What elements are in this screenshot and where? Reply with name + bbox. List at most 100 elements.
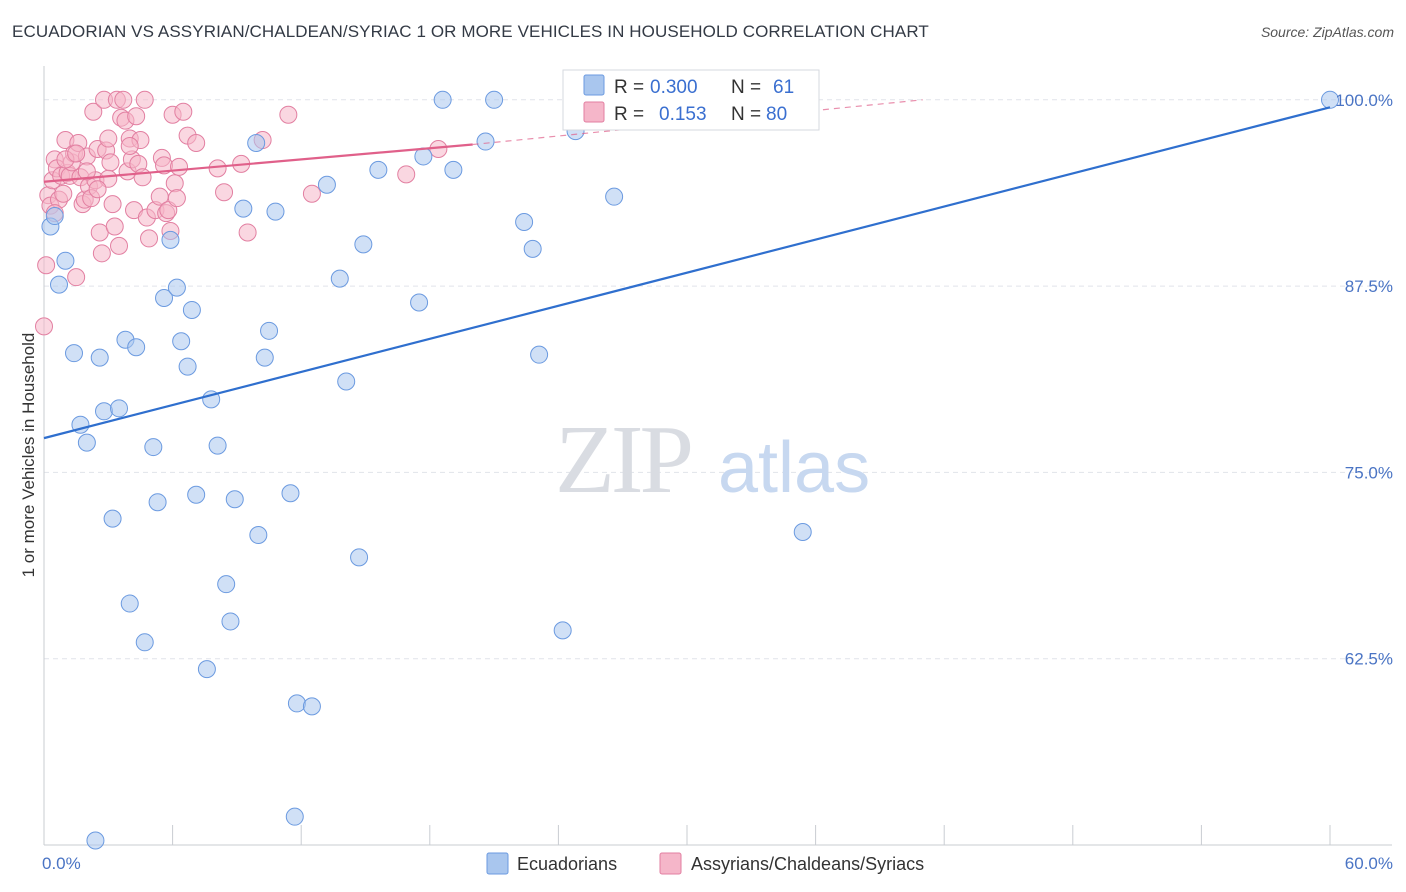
ecuadorians-point-30	[234, 199, 253, 218]
ecuadorians-point-42	[337, 372, 356, 391]
legend-r-value-1: 0.300	[650, 77, 698, 98]
stats-legend-box	[562, 69, 820, 131]
ecuadorians-point-22	[182, 300, 201, 319]
chart-source: Source: ZipAtlas.com	[1260, 24, 1394, 40]
legend-n-label-1: N =	[731, 77, 761, 98]
ecuadorians-point-26	[208, 436, 227, 455]
ecuadorians-point-3	[56, 251, 75, 270]
watermark-atlas: atlas	[718, 428, 870, 508]
x-tick-labels: 0.0% 60.0%	[42, 854, 1393, 873]
ecuadorians-point-39	[302, 697, 321, 716]
ecuadorians-point-60	[86, 831, 105, 850]
stats-legend: R = 0.300 N = 61 R = 0.153 N = 80	[562, 69, 820, 131]
ecuadorians-point-8	[95, 402, 114, 421]
ecuadorians-point-23	[187, 485, 206, 504]
assyrians-point-30	[99, 129, 118, 148]
assyrians-point-71	[397, 165, 416, 184]
assyrians-point-46	[133, 168, 152, 187]
gridlines	[44, 99, 1392, 660]
y-axis-label: 1 or more Vehicles in Household	[19, 333, 38, 578]
y-tick-label-3: 100.0%	[1335, 91, 1393, 110]
assyrians-point-33	[105, 217, 124, 236]
ecuadorians-point-40	[317, 175, 336, 194]
ecuadorians-point-14	[135, 633, 154, 652]
trend-line-ecuadorians	[43, 106, 1331, 440]
ecuadorians-point-6	[77, 433, 96, 452]
assyrians-point-60	[170, 157, 189, 176]
ecuadorians-point-53	[523, 239, 542, 258]
assyrians-point-59	[167, 189, 186, 208]
ecuadorians-point-10	[110, 399, 129, 418]
legend-r-value-2: 0.153	[659, 104, 707, 125]
ecuadorians-point-1	[45, 207, 64, 226]
ecuadorians-point-44	[354, 235, 373, 254]
assyrians-point-69	[279, 105, 298, 124]
assyrians-point-63	[187, 134, 206, 153]
assyrians-point-58	[165, 174, 184, 193]
y-tick-label-0: 62.5%	[1345, 650, 1393, 669]
legend-r-label-2: R =	[614, 104, 644, 125]
ecuadorians-point-18	[161, 230, 180, 249]
ecuadorians-point-19	[167, 278, 186, 297]
assyrians-point-67	[238, 223, 257, 242]
assyrians-point-65	[215, 183, 234, 202]
ecuadorians-point-27	[217, 575, 236, 594]
ecuadorians-point-35	[266, 202, 285, 221]
watermark-zip: ZIP	[555, 406, 690, 514]
legend-r-label-1: R =	[614, 77, 644, 98]
bottom-legend-label-ecuadorians: Ecuadorians	[517, 854, 617, 874]
watermark: ZIP atlas	[555, 406, 870, 514]
ecuadorians-point-12	[120, 594, 139, 613]
assyrians-point-70	[302, 184, 321, 203]
ecuadorians-point-20	[172, 332, 191, 351]
legend-n-value-1: 61	[773, 77, 794, 98]
x-tick-label-0: 0.0%	[42, 854, 81, 873]
ecuadorians-point-13	[127, 338, 146, 357]
legend-swatch-pink	[583, 101, 605, 123]
assyrians-point-47	[135, 90, 154, 109]
bottom-legend-swatch-assyrians	[659, 852, 682, 875]
ecuadorians-point-51	[485, 90, 504, 109]
ecuadorians-point-16	[148, 493, 167, 512]
y-tick-labels: 62.5% 75.0% 87.5% 100.0%	[1335, 91, 1393, 669]
assyrians-point-31	[101, 153, 120, 172]
ecuadorians-point-43	[350, 548, 369, 567]
ecuadorians-point-34	[260, 321, 279, 340]
bottom-legend-swatch-ecuadorians	[486, 852, 509, 875]
ecuadorians-point-41	[330, 269, 349, 288]
legend-n-label-2: N =	[731, 104, 761, 125]
ecuadorians-point-24	[197, 660, 216, 679]
ecuadorians-point-48	[433, 90, 452, 109]
ecuadorians-point-50	[476, 132, 495, 151]
series-ecuadorians-points	[41, 90, 1339, 850]
x-tick-label-1: 60.0%	[1345, 854, 1393, 873]
ecuadorians-point-7	[90, 348, 109, 367]
y-tick-label-1: 75.0%	[1345, 463, 1393, 482]
ecuadorians-point-54	[530, 345, 549, 364]
ecuadorians-point-15	[144, 438, 163, 457]
ecuadorians-point-46	[410, 293, 429, 312]
assyrians-point-35	[110, 236, 129, 255]
assyrians-point-23	[84, 102, 103, 121]
ecuadorians-point-49	[444, 160, 463, 179]
trend-line-assyrians-extension	[472, 99, 923, 146]
ecuadorians-point-45	[369, 160, 388, 179]
ecuadorians-point-28	[221, 612, 240, 631]
assyrians-point-0	[35, 317, 53, 336]
chart-title: ECUADORIAN VS ASSYRIAN/CHALDEAN/SYRIAC 1…	[12, 22, 929, 41]
ecuadorians-point-4	[65, 344, 84, 363]
trend-lines	[43, 99, 1331, 440]
assyrians-point-43	[127, 107, 146, 126]
trend-line-assyrians	[43, 143, 473, 183]
assyrians-point-49	[140, 229, 159, 248]
assyrians-point-64	[208, 159, 227, 178]
assyrians-point-76	[120, 137, 139, 156]
ecuadorians-point-32	[249, 526, 268, 544]
ecuadorians-point-58	[793, 523, 812, 542]
legend-swatch-blue	[583, 74, 605, 96]
ecuadorians-point-29	[225, 490, 244, 509]
assyrians-point-78	[67, 144, 86, 163]
ecuadorians-point-52	[515, 213, 534, 232]
assyrians-point-32	[103, 195, 122, 214]
